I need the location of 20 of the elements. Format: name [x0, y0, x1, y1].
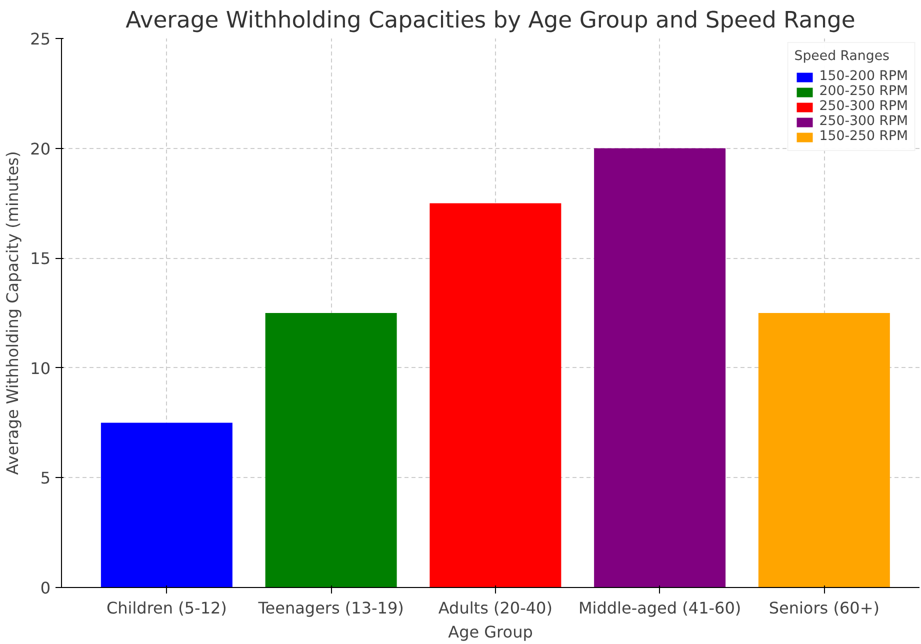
y-axis-title: Average Withholding Capacity (minutes) [3, 151, 22, 475]
chart-title: Average Withholding Capacities by Age Group and Speed Range [126, 8, 856, 34]
y-tick-label: 0 [40, 578, 51, 598]
x-tick-label: Seniors (60+) [768, 598, 880, 618]
legend-title: Speed Ranges [794, 49, 890, 64]
x-axis-title: Age Group [448, 622, 533, 642]
legend-label: 200-250 RPM [819, 84, 908, 99]
x-tick-label: Adults (20-40) [438, 598, 552, 618]
x-tick-label: Middle-aged (41-60) [578, 598, 742, 618]
y-tick-label: 15 [30, 249, 50, 268]
legend-label: 250-300 RPM [819, 99, 908, 114]
x-tick-label: Children (5-12) [106, 598, 227, 618]
y-tick-label: 20 [30, 139, 50, 158]
x-tick-label: Teenagers (13-19) [257, 598, 404, 618]
legend-label: 150-200 RPM [819, 69, 908, 84]
legend-label: 250-300 RPM [819, 114, 908, 129]
y-tick-label: 10 [30, 358, 50, 378]
legend-label: 150-250 RPM [819, 129, 908, 144]
y-tick-label: 5 [40, 468, 51, 488]
y-tick-label: 25 [30, 30, 50, 48]
